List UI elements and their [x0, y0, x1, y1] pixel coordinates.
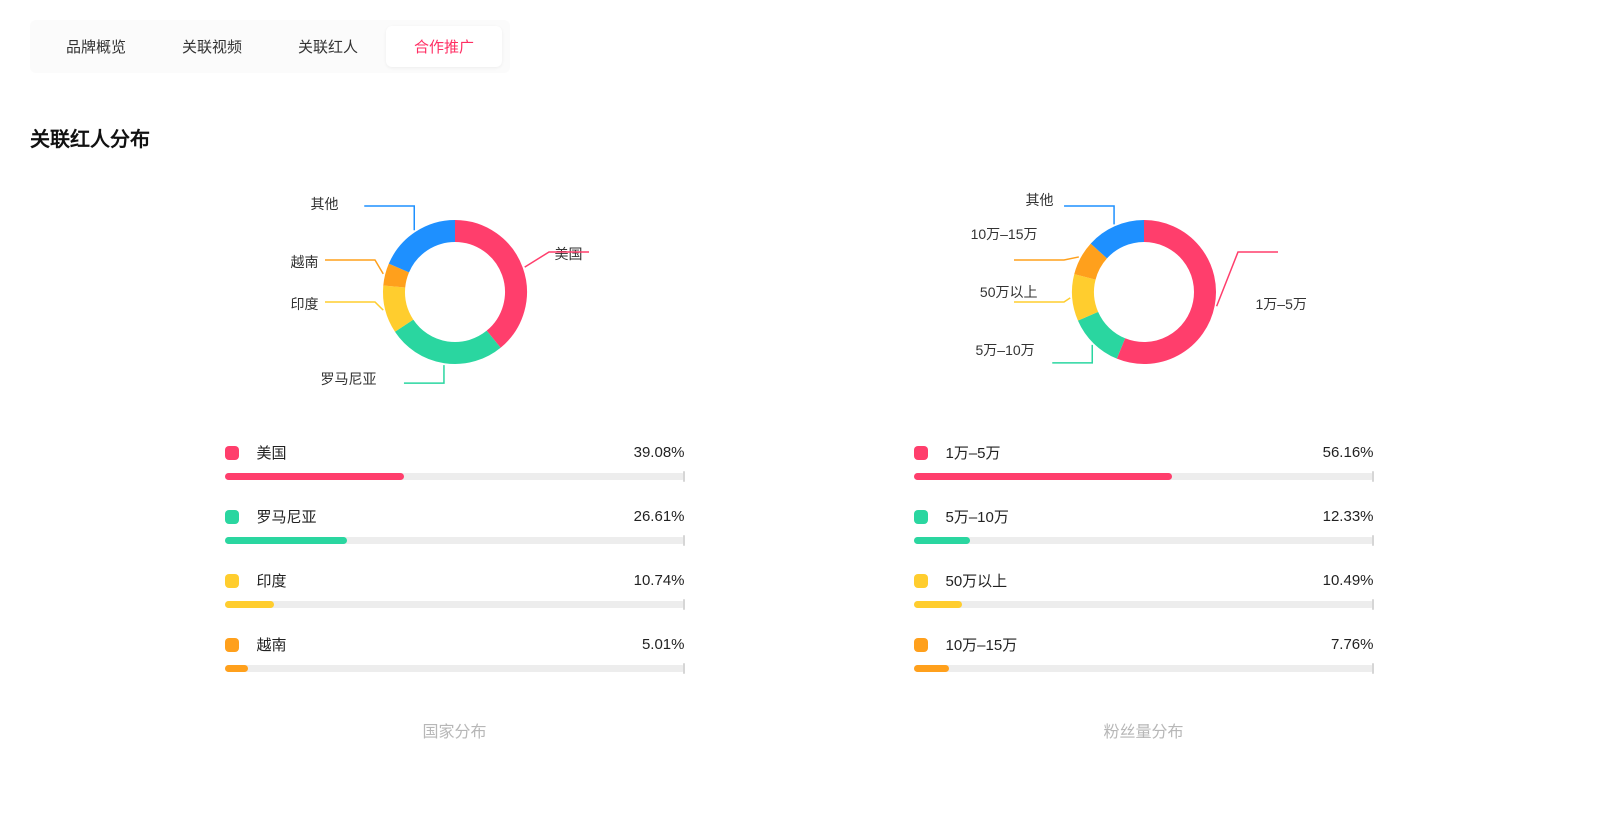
- tab-related-influencers[interactable]: 关联红人: [270, 26, 386, 67]
- leader-line: [1014, 298, 1070, 302]
- bar-item: 1万–5万 56.16%: [914, 442, 1374, 480]
- leader-line: [524, 252, 588, 267]
- donut-slice: [394, 287, 404, 326]
- color-swatch: [225, 638, 239, 652]
- section-title: 关联红人分布: [30, 123, 1568, 152]
- donut-slice: [404, 326, 494, 353]
- bar-percent: 26.61%: [634, 508, 685, 525]
- donut-slice: [1088, 316, 1121, 348]
- charts-row: 美国 罗马尼亚 印度 越南 其他 美国 39.08% 罗马尼亚: [30, 182, 1568, 742]
- bar-item: 50万以上 10.49%: [914, 570, 1374, 608]
- bar-percent: 10.74%: [634, 572, 685, 589]
- bar-percent: 56.16%: [1323, 444, 1374, 461]
- leader-line: [325, 260, 383, 274]
- follower-chart-column: 1万–5万 5万–10万 50万以上 10万–15万 其他 1万–5万 56.1…: [839, 182, 1448, 742]
- bar-item: 美国 39.08%: [225, 442, 685, 480]
- leader-line: [403, 365, 443, 383]
- bar-percent: 10.49%: [1323, 572, 1374, 589]
- color-swatch: [914, 510, 928, 524]
- tabs: 品牌概览 关联视频 关联红人 合作推广: [30, 20, 510, 73]
- color-swatch: [914, 446, 928, 460]
- bar-label: 罗马尼亚: [257, 506, 317, 527]
- donut-slice: [1083, 277, 1088, 316]
- follower-bar-list: 1万–5万 56.16% 5万–10万 12.33% 50万以上: [914, 442, 1374, 698]
- bar-percent: 5.01%: [642, 636, 685, 653]
- color-swatch: [225, 574, 239, 588]
- color-swatch: [225, 446, 239, 460]
- tab-cooperation-promotion[interactable]: 合作推广: [386, 26, 502, 67]
- color-swatch: [914, 574, 928, 588]
- follower-chart-caption: 粉丝量分布: [1103, 718, 1183, 742]
- bar-fill: [225, 473, 405, 480]
- donut-slice: [1120, 231, 1204, 353]
- leader-line: [364, 206, 414, 230]
- bar-fill: [225, 601, 274, 608]
- leader-line: [1052, 345, 1092, 363]
- bar-track: [225, 665, 685, 672]
- donut-slice: [455, 231, 516, 339]
- bar-fill: [225, 665, 248, 672]
- donut-slice: [1098, 231, 1143, 251]
- bar-label: 印度: [257, 570, 287, 591]
- bar-label: 50万以上: [946, 570, 1008, 591]
- bar-track: [225, 537, 685, 544]
- follower-donut-chart: 1万–5万 5万–10万 50万以上 10万–15万 其他: [914, 182, 1374, 402]
- bar-item: 越南 5.01%: [225, 634, 685, 672]
- donut-slice: [1084, 251, 1098, 277]
- bar-percent: 12.33%: [1323, 508, 1374, 525]
- bar-percent: 39.08%: [634, 444, 685, 461]
- leader-line: [325, 302, 383, 310]
- bar-fill: [914, 537, 971, 544]
- bar-item: 印度 10.74%: [225, 570, 685, 608]
- leader-line: [1064, 206, 1114, 224]
- bar-label: 美国: [257, 442, 287, 463]
- country-bar-list: 美国 39.08% 罗马尼亚 26.61% 印度: [225, 442, 685, 698]
- country-donut-chart: 美国 罗马尼亚 印度 越南 其他: [225, 182, 685, 402]
- donut-slice: [394, 268, 399, 287]
- leader-line: [1014, 257, 1079, 260]
- bar-item: 10万–15万 7.76%: [914, 634, 1374, 672]
- tab-related-videos[interactable]: 关联视频: [154, 26, 270, 67]
- leader-line: [1216, 252, 1277, 306]
- bar-item: 5万–10万 12.33%: [914, 506, 1374, 544]
- bar-fill: [914, 473, 1172, 480]
- bar-fill: [914, 601, 962, 608]
- bar-label: 10万–15万: [946, 634, 1018, 655]
- bar-label: 1万–5万: [946, 442, 1001, 463]
- bar-track: [914, 665, 1374, 672]
- bar-track: [914, 537, 1374, 544]
- bar-percent: 7.76%: [1331, 636, 1374, 653]
- country-chart-column: 美国 罗马尼亚 印度 越南 其他 美国 39.08% 罗马尼亚: [150, 182, 759, 742]
- tab-brand-overview[interactable]: 品牌概览: [38, 26, 154, 67]
- bar-label: 越南: [257, 634, 287, 655]
- color-swatch: [225, 510, 239, 524]
- bar-track: [225, 473, 685, 480]
- bar-track: [225, 601, 685, 608]
- bar-track: [914, 473, 1374, 480]
- color-swatch: [914, 638, 928, 652]
- bar-track: [914, 601, 1374, 608]
- bar-fill: [914, 665, 950, 672]
- bar-item: 罗马尼亚 26.61%: [225, 506, 685, 544]
- country-chart-caption: 国家分布: [422, 718, 486, 742]
- bar-label: 5万–10万: [946, 506, 1009, 527]
- donut-slice: [398, 231, 454, 268]
- bar-fill: [225, 537, 347, 544]
